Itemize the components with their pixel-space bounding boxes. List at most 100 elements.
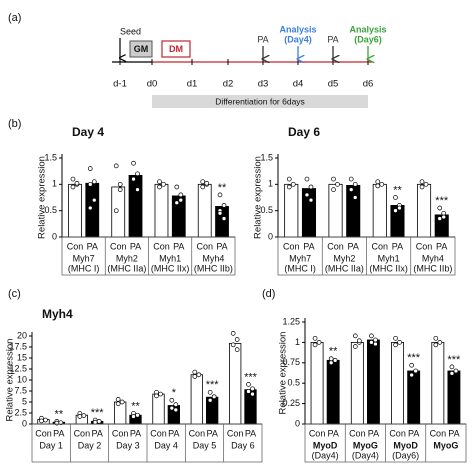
data-point (211, 394, 217, 400)
category-label: Myh2 (333, 253, 355, 263)
data-point (316, 340, 322, 345)
series-label: Con (283, 241, 300, 251)
data-point (200, 184, 206, 190)
event-label: Analysis (279, 24, 316, 34)
bar (328, 183, 343, 238)
series-label: PA (303, 241, 314, 251)
y-tick-label: 17.5 (9, 341, 27, 351)
data-point (154, 393, 159, 399)
series-label: PA (91, 428, 102, 438)
data-point (91, 197, 97, 203)
series-label: PA (53, 428, 64, 438)
subcategory-label: (MHC I) (284, 263, 316, 273)
data-point (286, 184, 292, 190)
subcategory-label: (MHC IIb) (413, 263, 452, 273)
category-label: Myh2 (116, 253, 138, 263)
data-point (135, 171, 140, 177)
bar (152, 393, 165, 425)
data-point (308, 184, 314, 190)
significance-label: ** (393, 184, 402, 196)
significance-label: *** (244, 371, 258, 383)
data-point (331, 187, 336, 192)
y-axis-label: Relative expression (253, 156, 264, 239)
significance-label: *** (206, 379, 220, 391)
data-point (43, 417, 48, 423)
y-tick-label: 0.5 (260, 205, 273, 215)
data-point (131, 414, 136, 419)
y-tick-label: 12.5 (9, 363, 27, 373)
category-label: Myh7 (73, 253, 95, 263)
series-label: Con (196, 241, 213, 251)
data-point (304, 192, 310, 198)
y-axis-label: Relative expression (37, 156, 48, 239)
chart-title: Day 4 (72, 125, 104, 139)
series-label: Con (372, 241, 389, 251)
bar (197, 183, 212, 238)
series-label: Con (67, 241, 84, 251)
data-point (393, 195, 398, 200)
series-label: PA (206, 428, 217, 438)
y-tick-label: 1 (295, 337, 300, 347)
series-label: Con (309, 428, 326, 438)
data-point (192, 369, 198, 375)
data-point (234, 337, 240, 342)
subcategory-label: (MHC IIx) (151, 263, 190, 273)
series-label: PA (168, 428, 179, 438)
data-point (437, 340, 443, 345)
y-tick-label: 1.5 (260, 152, 273, 162)
y-tick-label: 1.25 (282, 316, 300, 326)
data-point (348, 187, 354, 192)
subcategory-label: (Day4) (352, 450, 379, 460)
category-label: MyoD (393, 440, 418, 450)
data-point (246, 389, 251, 394)
bar (68, 183, 82, 238)
series-label: PA (392, 241, 403, 251)
significance-label: * (172, 387, 177, 399)
data-point (409, 372, 415, 378)
significance-label: ** (218, 182, 227, 194)
dm-label: DM (169, 44, 183, 54)
data-point (200, 179, 206, 185)
data-point (369, 340, 374, 345)
bar (346, 184, 361, 238)
data-point (174, 200, 180, 206)
bar (416, 183, 432, 238)
category-label: MyoG (353, 440, 378, 450)
category-label: MyoD (313, 440, 338, 450)
data-point (304, 176, 310, 182)
category-label: Myh1 (159, 253, 181, 263)
data-point (453, 368, 459, 374)
y-tick-label: 1 (268, 179, 273, 189)
data-point (157, 179, 162, 185)
significance-label: ** (131, 400, 140, 412)
timeline-tick-label: d0 (147, 79, 158, 90)
data-point (119, 399, 125, 405)
data-point (348, 176, 354, 182)
series-label: PA (130, 428, 141, 438)
data-point (70, 184, 76, 190)
data-point (290, 181, 296, 187)
category-label: Day 1 (39, 440, 63, 450)
bar (310, 341, 324, 425)
data-point (161, 181, 166, 187)
data-point (196, 372, 202, 378)
data-point (397, 340, 402, 345)
dm-box (161, 40, 191, 58)
data-point (441, 214, 447, 220)
y-axis-label: Relative expression (5, 339, 16, 422)
series-label: PA (87, 241, 98, 251)
data-point (87, 166, 93, 171)
data-point (419, 179, 425, 185)
category-label: Myh4 (202, 253, 224, 263)
data-point (423, 181, 429, 187)
subcategory-label: (Day4) (312, 450, 339, 460)
data-point (117, 181, 123, 187)
y-tick-label: 0.75 (282, 357, 300, 367)
data-point (433, 335, 439, 341)
significance-label: ** (55, 408, 64, 420)
bar (114, 401, 127, 425)
data-point (393, 208, 398, 214)
data-point (117, 187, 123, 192)
category-box (304, 423, 467, 463)
data-point (81, 413, 87, 418)
